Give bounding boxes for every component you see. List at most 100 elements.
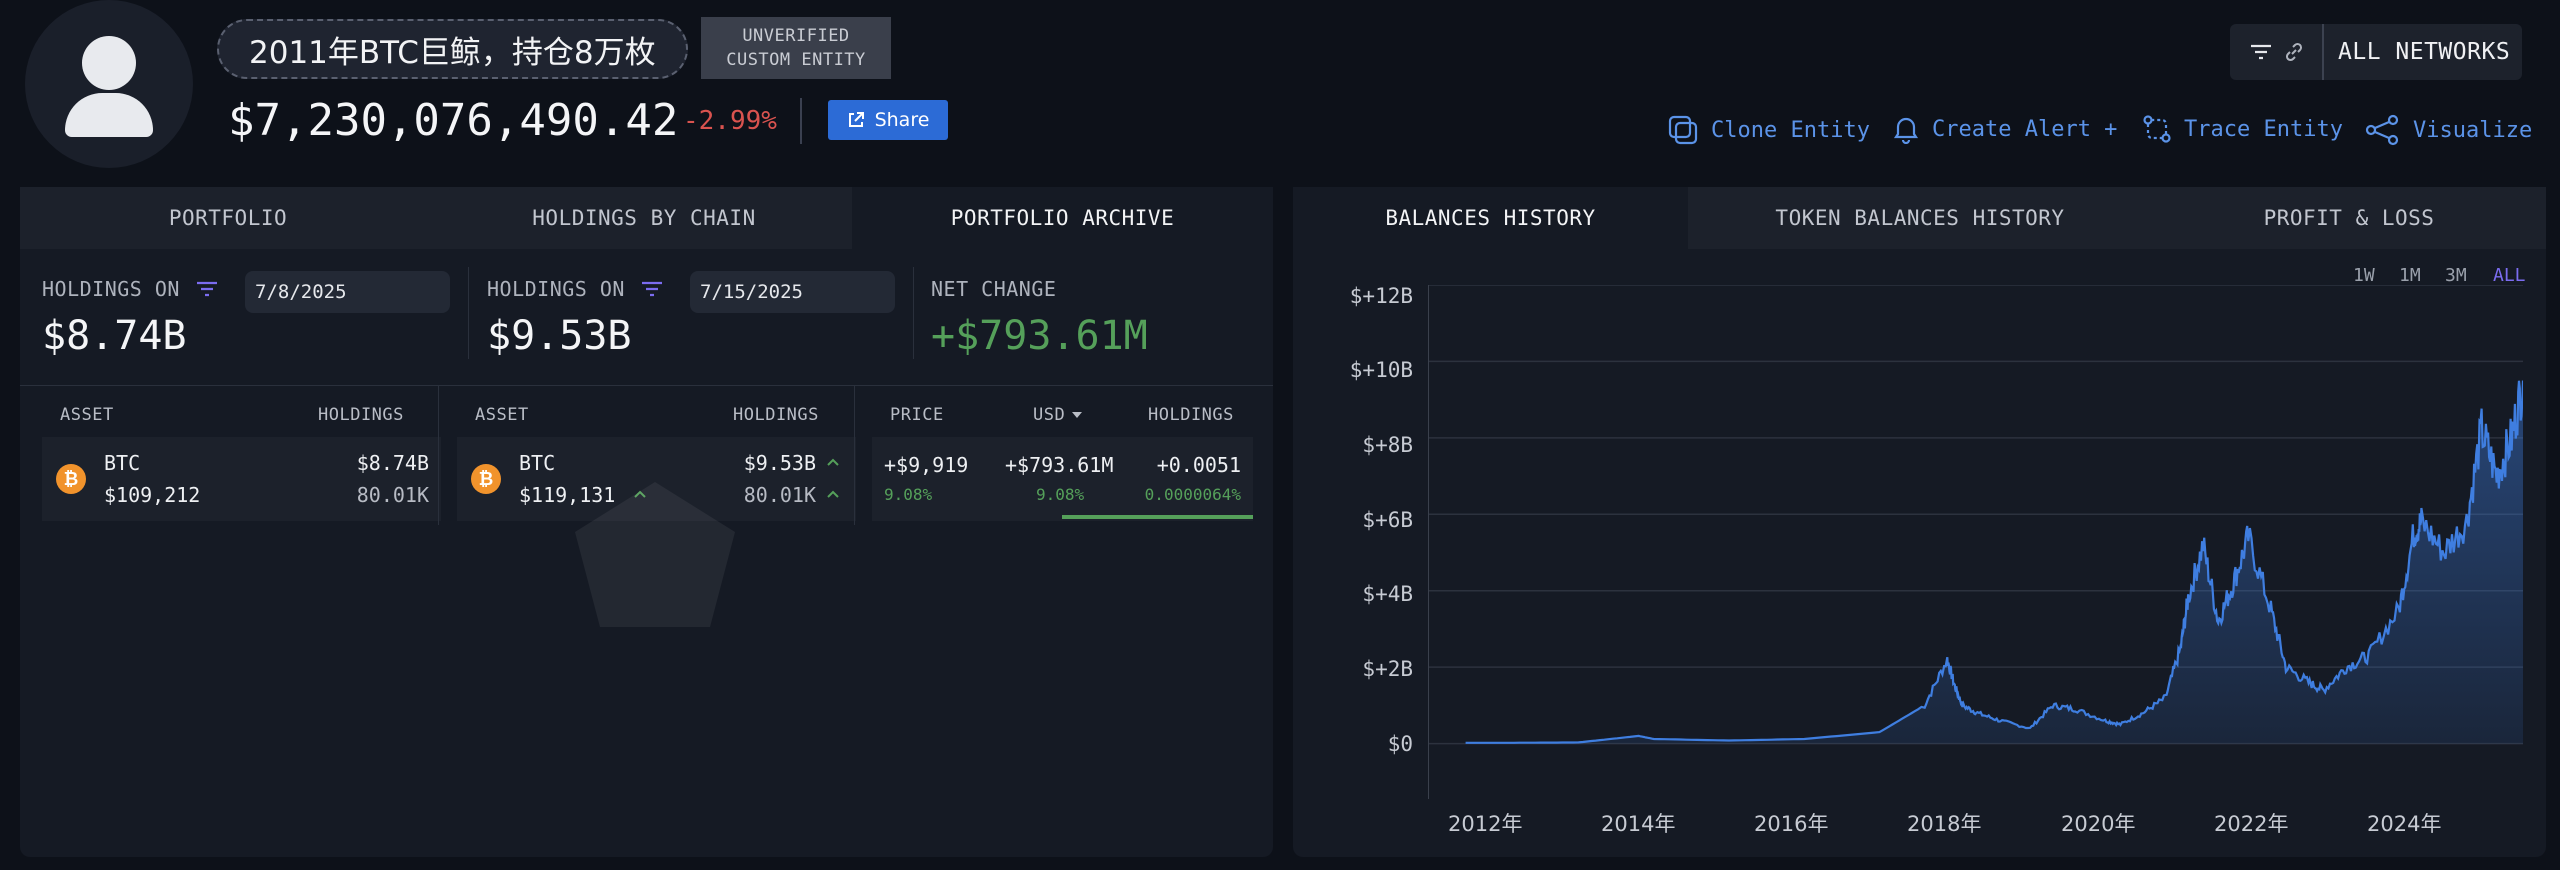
x-tick-label: 2020年: [2061, 812, 2136, 836]
col-asset-b: ASSET: [475, 405, 529, 425]
header-divider: [800, 98, 802, 144]
create-alert-button[interactable]: Create Alert +: [1892, 114, 2117, 144]
net-change-value: +$793.61M: [931, 313, 1148, 359]
asset-price-b: $119,131: [519, 483, 616, 507]
asset-symbol-b: BTC: [519, 451, 556, 475]
asset-value: $8.74B: [356, 451, 429, 475]
share-button[interactable]: Share: [828, 100, 948, 140]
trace-entity-button[interactable]: Trace Entity: [2142, 114, 2343, 144]
date-input-a[interactable]: 7/8/2025: [245, 271, 450, 313]
badge-line-2: CUSTOM ENTITY: [726, 50, 866, 70]
entity-avatar: [25, 0, 193, 168]
tab-profit-loss[interactable]: PROFIT & LOSS: [2152, 187, 2546, 249]
balance-area: [1465, 380, 2523, 744]
btc-icon: ₿: [56, 464, 86, 494]
holdings-change-pct: 0.0000064%: [1144, 485, 1241, 504]
total-value: $7,230,076,490.42: [228, 95, 679, 146]
holdings-on-label: HOLDINGS ON: [42, 277, 180, 301]
y-tick-label: $+10B: [1349, 358, 1413, 382]
col-price: PRICE: [890, 405, 944, 425]
col-holdings-c: HOLDINGS: [1148, 405, 1234, 425]
tab-portfolio[interactable]: PORTFOLIO: [20, 187, 436, 249]
filter-icon[interactable]: [196, 280, 218, 298]
table-divider-b: [854, 385, 855, 525]
external-link-icon: [848, 112, 864, 127]
link-icon[interactable]: [2284, 42, 2304, 62]
range-all[interactable]: ALL: [2493, 265, 2526, 286]
change-row[interactable]: +$9,919 9.08% +$793.61M 9.08% +0.0051 0.…: [872, 437, 1253, 521]
date-input-b[interactable]: 7/15/2025: [690, 271, 895, 313]
network-label: ALL NETWORKS: [2338, 39, 2511, 65]
graph-icon: [2365, 114, 2399, 146]
section-divider-2: [913, 267, 914, 359]
section-divider: [468, 267, 469, 359]
asset-amount: 80.01K: [356, 483, 429, 507]
clone-entity-label: Clone Entity: [1711, 117, 1870, 143]
col-asset-a: ASSET: [60, 405, 114, 425]
tab-token-balances-history[interactable]: TOKEN BALANCES HISTORY: [1688, 187, 2152, 249]
usd-change: +$793.61M: [1005, 453, 1114, 477]
portfolio-panel: PORTFOLIO HOLDINGS BY CHAIN PORTFOLIO AR…: [20, 187, 1273, 857]
asset-amount-b: 80.01K: [743, 483, 816, 507]
usd-change-pct: 9.08%: [1036, 485, 1085, 504]
x-tick-label: 2014年: [1601, 812, 1676, 836]
bell-icon: [1893, 117, 1919, 144]
asset-value-b: $9.53B: [743, 451, 816, 475]
balances-panel: BALANCES HISTORY TOKEN BALANCES HISTORY …: [1293, 187, 2546, 857]
btc-icon-b: ₿: [471, 464, 501, 494]
range-1m[interactable]: 1M: [2399, 265, 2421, 286]
clone-icon: [1668, 115, 1698, 145]
portfolio-tabs: PORTFOLIO HOLDINGS BY CHAIN PORTFOLIO AR…: [20, 187, 1273, 249]
x-tick-label: 2024年: [2367, 812, 2442, 836]
filter-icon-b[interactable]: [641, 280, 663, 298]
filter-icon[interactable]: [2250, 43, 2272, 61]
watermark-logo-icon: [575, 482, 735, 627]
clone-entity-button[interactable]: Clone Entity: [1667, 114, 1870, 146]
x-tick-label: 2012年: [1448, 812, 1523, 836]
balance-line: [1465, 380, 2523, 744]
create-alert-label: Create Alert +: [1932, 116, 2118, 142]
visualize-label: Visualize: [2413, 117, 2533, 143]
x-tick-label: 2016年: [1754, 812, 1829, 836]
visualize-button[interactable]: Visualize: [2365, 114, 2532, 146]
holdings-total-b: $9.53B: [487, 313, 632, 359]
holding-row-a[interactable]: ₿ BTC $109,212 $8.74B 80.01K: [42, 437, 441, 521]
share-label: Share: [874, 109, 930, 131]
y-tick-label: $+4B: [1362, 582, 1413, 606]
holdings-a-header: HOLDINGS ON: [42, 277, 218, 301]
holdings-total-a: $8.74B: [42, 313, 187, 359]
trace-icon: [2143, 115, 2171, 143]
y-tick-label: $+2B: [1362, 657, 1413, 681]
price-change: +$9,919: [884, 453, 969, 477]
usd-dropdown[interactable]: USD: [1033, 405, 1083, 425]
caret-down-icon: [1072, 412, 1083, 418]
tab-holdings-by-chain[interactable]: HOLDINGS BY CHAIN: [436, 187, 852, 249]
tab-balances-history[interactable]: BALANCES HISTORY: [1293, 187, 1688, 249]
range-1w[interactable]: 1W: [2353, 265, 2375, 286]
section-hdivider: [20, 385, 1273, 386]
asset-symbol: BTC: [104, 451, 141, 475]
change-bar: [1062, 515, 1253, 519]
range-3m[interactable]: 3M: [2445, 265, 2467, 286]
net-change-label: NET CHANGE: [931, 277, 1057, 301]
value-change-pct: -2.99%: [683, 106, 777, 136]
col-holdings-b: HOLDINGS: [733, 405, 819, 425]
y-tick-label: $+6B: [1362, 508, 1413, 532]
entity-name[interactable]: 2011年BTC巨鲸，持仓8万枚: [217, 19, 688, 79]
col-usd: USD: [1033, 405, 1066, 425]
network-selector[interactable]: ALL NETWORKS: [2230, 24, 2522, 80]
table-divider-a: [438, 385, 439, 525]
tab-portfolio-archive[interactable]: PORTFOLIO ARCHIVE: [852, 187, 1273, 249]
y-tick-label: $0: [1387, 732, 1413, 756]
x-tick-label: 2018年: [1907, 812, 1982, 836]
unverified-badge: UNVERIFIED CUSTOM ENTITY: [701, 17, 891, 79]
holdings-change: +0.0051: [1156, 453, 1241, 477]
price-change-pct: 9.08%: [884, 485, 933, 504]
chevron-up-icon: [827, 490, 839, 498]
badge-line-1: UNVERIFIED: [742, 26, 850, 46]
y-tick-label: $+12B: [1349, 284, 1413, 308]
col-holdings-a: HOLDINGS: [318, 405, 404, 425]
balances-tabs: BALANCES HISTORY TOKEN BALANCES HISTORY …: [1293, 187, 2546, 249]
holding-row-b[interactable]: ₿ BTC $119,131 $9.53B 80.01K: [457, 437, 856, 521]
balances-chart[interactable]: [1428, 285, 2523, 799]
